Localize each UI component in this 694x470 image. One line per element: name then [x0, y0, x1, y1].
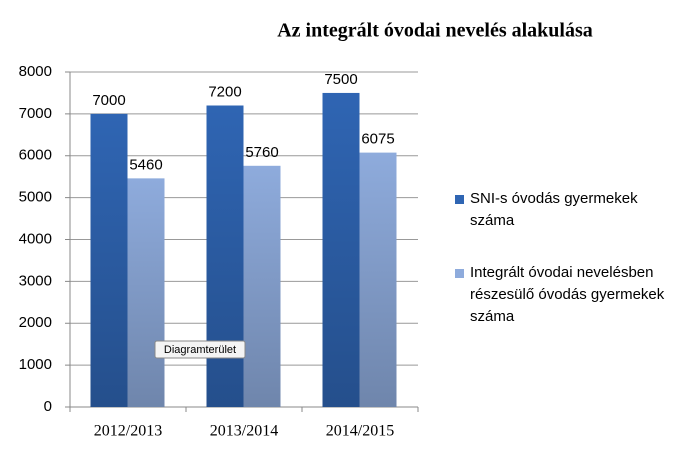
- chart-title: Az integrált óvodai nevelés alakulása: [277, 20, 593, 42]
- tooltip: Diagramterület: [164, 344, 236, 356]
- y-tick-label: 7000: [19, 105, 52, 122]
- bar-shade: [127, 178, 165, 407]
- legend-item: SNI-s óvodás gyermekek száma: [455, 188, 690, 232]
- legend-swatch: [455, 269, 464, 278]
- bar-shade: [359, 152, 397, 407]
- x-tick-label: 2013/2014: [210, 423, 278, 440]
- x-tick-label: 2012/2013: [94, 423, 162, 440]
- y-tick-label: 5000: [19, 189, 52, 206]
- bar-shade: [206, 105, 244, 407]
- legend-label: SNI-s óvodás gyermekek száma: [470, 190, 638, 229]
- y-tick-label: 4000: [19, 230, 52, 247]
- y-tick-label: 8000: [19, 63, 52, 80]
- value-label: 6075: [361, 131, 394, 148]
- legend-label: Integrált óvodai nevelésben részesülő óv…: [470, 264, 665, 325]
- tooltip-box: [154, 340, 246, 359]
- bar-shade: [322, 92, 360, 407]
- x-tick-label: 2014/2015: [326, 423, 394, 440]
- y-tick-label: 2000: [19, 314, 52, 331]
- value-label: 7500: [324, 71, 357, 88]
- value-label: 5760: [245, 144, 278, 161]
- legend-swatch: [455, 195, 464, 204]
- value-label: 7200: [208, 83, 241, 100]
- y-tick-label: 1000: [19, 356, 52, 373]
- y-tick-label: 6000: [19, 147, 52, 164]
- value-label: 7000: [92, 92, 125, 109]
- bar-shade: [90, 113, 128, 407]
- y-tick-label: 3000: [19, 272, 52, 289]
- legend-item: Integrált óvodai nevelésben részesülő óv…: [455, 262, 690, 328]
- y-tick-label: 0: [44, 398, 52, 415]
- bar-shade: [243, 165, 281, 407]
- value-label: 5460: [129, 156, 162, 173]
